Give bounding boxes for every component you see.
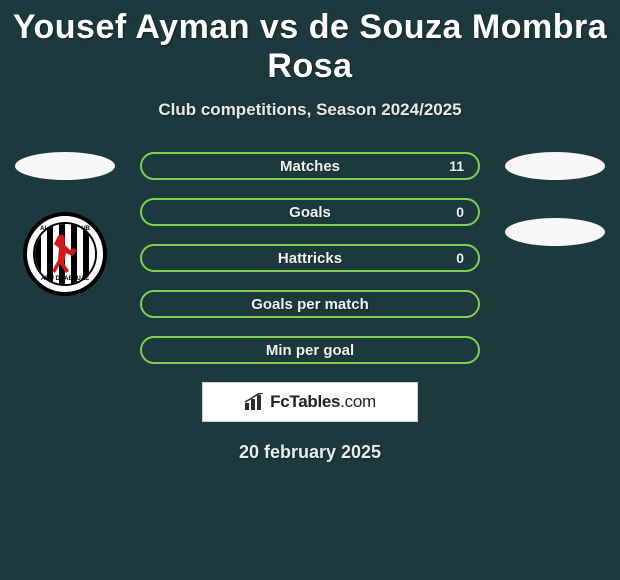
logo-text-light: .com [340, 392, 376, 411]
stat-right-value: 0 [456, 250, 464, 266]
right-club-photo-placeholder [505, 218, 605, 246]
club-badge-player-icon [48, 232, 82, 276]
stats-pill-column: Matches 11 Goals 0 Hattricks 0 Goals per… [140, 152, 480, 364]
stat-right-value: 0 [456, 204, 464, 220]
left-player-photo-placeholder [15, 152, 115, 180]
right-player-column [500, 152, 610, 246]
logo-text-bold: FcTables [270, 392, 340, 411]
stat-row-min-per-goal: Min per goal [140, 336, 480, 364]
stat-label: Goals per match [251, 296, 369, 313]
right-player-photo-placeholder [505, 152, 605, 180]
subtitle: Club competitions, Season 2024/2025 [0, 100, 620, 120]
stat-label: Goals [289, 204, 331, 221]
stat-row-goals: Goals 0 [140, 198, 480, 226]
stat-label: Hattricks [278, 250, 342, 267]
logo-text: FcTables.com [270, 392, 376, 412]
comparison-row: AL-JAZIRA CLUB ABU DHABI-UAE Matches 11 … [0, 152, 620, 364]
club-badge-bottom-text: ABU DHABI-UAE [35, 276, 95, 282]
left-club-badge: AL-JAZIRA CLUB ABU DHABI-UAE [23, 212, 107, 296]
left-player-column: AL-JAZIRA CLUB ABU DHABI-UAE [10, 152, 120, 296]
fctables-logo: FcTables.com [202, 382, 418, 422]
club-badge-inner: AL-JAZIRA CLUB ABU DHABI-UAE [33, 222, 97, 286]
page-title: Yousef Ayman vs de Souza Mombra Rosa [0, 0, 620, 86]
stat-row-hattricks: Hattricks 0 [140, 244, 480, 272]
date-line: 20 february 2025 [0, 442, 620, 463]
stat-label: Matches [280, 158, 340, 175]
stat-row-matches: Matches 11 [140, 152, 480, 180]
stat-right-value: 11 [449, 158, 464, 174]
stat-label: Min per goal [266, 342, 354, 359]
bars-icon [244, 393, 266, 411]
stat-row-goals-per-match: Goals per match [140, 290, 480, 318]
